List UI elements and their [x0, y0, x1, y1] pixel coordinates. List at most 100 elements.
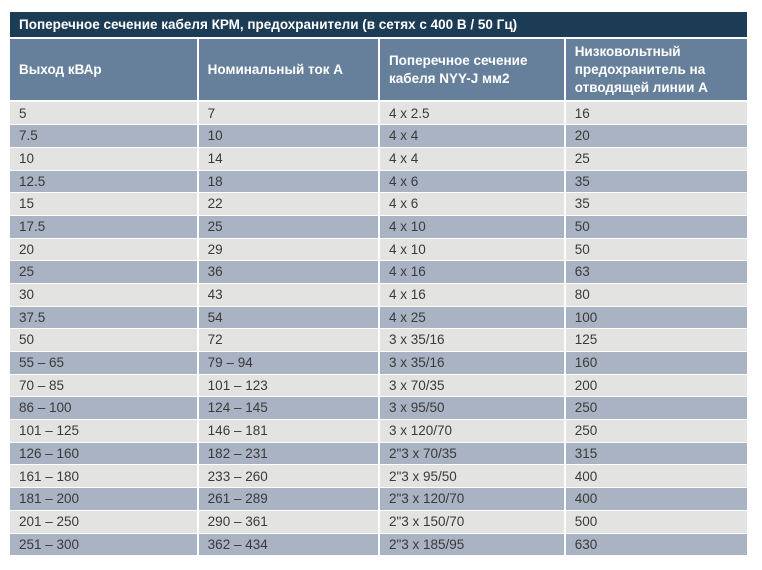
table-cell: 25 [565, 147, 747, 171]
table-cell: 2"3 x 95/50 [379, 465, 566, 489]
table-cell: 2"3 x 150/70 [379, 510, 566, 534]
table-cell: 29 [198, 238, 380, 262]
table-cell: 3 x 120/70 [379, 420, 566, 443]
column-header-output-kvar: Выход кВАр [10, 39, 199, 103]
table-cell: 86 – 100 [10, 397, 199, 421]
table-cell: 17.5 [10, 215, 199, 239]
table-cell: 2"3 x 185/95 [379, 533, 566, 557]
table-header: Выход кВАр Номинальный ток А Поперечное … [10, 39, 747, 103]
table-cell: 3 x 70/35 [379, 374, 566, 398]
table-cell: 16 [565, 102, 747, 126]
table-cell: 250 [565, 397, 747, 421]
table-cell: 7 [198, 102, 380, 126]
column-header-nominal-current: Номинальный ток А [198, 39, 380, 103]
table-cell: 4 x 4 [379, 147, 566, 171]
header-row: Выход кВАр Номинальный ток А Поперечное … [10, 39, 747, 103]
table-cell: 36 [198, 261, 380, 284]
table-cell: 54 [198, 306, 380, 330]
kpm-cable-fuse-table: Поперечное сечение кабеля КРМ, предохран… [10, 12, 747, 557]
table-cell: 101 – 123 [198, 374, 380, 398]
table-row: 161 – 180 233 – 260 2"3 x 95/50 400 [10, 465, 747, 489]
table-cell: 126 – 160 [10, 442, 199, 466]
table-row: 86 – 100 124 – 145 3 x 95/50 250 [10, 397, 747, 421]
table-cell: 30 [10, 283, 199, 307]
table-cell: 4 x 16 [379, 283, 566, 307]
table-cell: 290 – 361 [198, 510, 380, 534]
table-cell: 233 – 260 [198, 465, 380, 489]
table-cell: 500 [565, 510, 747, 534]
table-row: 20 29 4 x 10 50 [10, 238, 747, 262]
table-cell: 79 – 94 [198, 352, 380, 375]
table-cell: 20 [10, 238, 199, 262]
table-cell: 10 [198, 125, 380, 148]
table-cell: 25 [10, 261, 199, 284]
table-cell: 20 [565, 125, 747, 148]
table-cell: 4 x 25 [379, 306, 566, 330]
column-header-cable-cross-section: Поперечное сечение кабеля NYY-J мм2 [379, 39, 566, 103]
table-cell: 315 [565, 442, 747, 466]
table-cell: 3 x 35/16 [379, 352, 566, 375]
table-cell: 50 [565, 215, 747, 239]
table-row: 25 36 4 x 16 63 [10, 261, 747, 284]
table-row: 201 – 250 290 – 361 2"3 x 150/70 500 [10, 510, 747, 534]
table-cell: 400 [565, 465, 747, 489]
table-row: 10 14 4 x 4 25 [10, 147, 747, 171]
table-cell: 43 [198, 283, 380, 307]
table-cell: 201 – 250 [10, 510, 199, 534]
table-cell: 100 [565, 306, 747, 330]
table-cell: 80 [565, 283, 747, 307]
table-row: 37.5 54 4 x 25 100 [10, 306, 747, 330]
table-cell: 362 – 434 [198, 533, 380, 557]
table-row: 251 – 300 362 – 434 2"3 x 185/95 630 [10, 533, 747, 557]
table-cell: 55 – 65 [10, 352, 199, 375]
table-cell: 3 x 35/16 [379, 329, 566, 352]
column-header-lv-fuse: Низковольтный предохранитель на отводяще… [565, 39, 747, 103]
table-row: 7.5 10 4 x 4 20 [10, 125, 747, 148]
table-cell: 37.5 [10, 306, 199, 330]
table-title: Поперечное сечение кабеля КРМ, предохран… [10, 12, 747, 37]
table-cell: 146 – 181 [198, 420, 380, 443]
table-cell: 14 [198, 147, 380, 171]
table-cell: 182 – 231 [198, 442, 380, 466]
table-cell: 4 x 16 [379, 261, 566, 284]
table-cell: 4 x 10 [379, 215, 566, 239]
table-row: 126 – 160 182 – 231 2"3 x 70/35 315 [10, 442, 747, 466]
table-cell: 72 [198, 329, 380, 352]
table-cell: 5 [10, 102, 199, 126]
table-cell: 630 [565, 533, 747, 557]
table-cell: 4 x 6 [379, 193, 566, 216]
table-row: 17.5 25 4 x 10 50 [10, 215, 747, 239]
table-cell: 3 x 95/50 [379, 397, 566, 421]
table-cell: 70 – 85 [10, 374, 199, 398]
table-row: 12.5 18 4 x 6 35 [10, 170, 747, 194]
table-cell: 2"3 x 120/70 [379, 488, 566, 511]
table-cell: 4 x 10 [379, 238, 566, 262]
table-cell: 101 – 125 [10, 420, 199, 443]
table-cell: 4 x 6 [379, 170, 566, 194]
table-cell: 63 [565, 261, 747, 284]
table-cell: 160 [565, 352, 747, 375]
table-cell: 124 – 145 [198, 397, 380, 421]
table-cell: 125 [565, 329, 747, 352]
table-cell: 25 [198, 215, 380, 239]
table-cell: 4 x 4 [379, 125, 566, 148]
table-cell: 12.5 [10, 170, 199, 194]
table-row: 55 – 65 79 – 94 3 x 35/16 160 [10, 352, 747, 375]
table-cell: 4 x 2.5 [379, 102, 566, 126]
table-cell: 10 [10, 147, 199, 171]
table-cell: 22 [198, 193, 380, 216]
table-cell: 161 – 180 [10, 465, 199, 489]
table-cell: 250 [565, 420, 747, 443]
table-cell: 15 [10, 193, 199, 216]
table-cell: 35 [565, 193, 747, 216]
data-table: Выход кВАр Номинальный ток А Поперечное … [10, 39, 747, 557]
table-cell: 200 [565, 374, 747, 398]
table-row: 30 43 4 x 16 80 [10, 283, 747, 307]
table-row: 101 – 125 146 – 181 3 x 120/70 250 [10, 420, 747, 443]
table-cell: 2"3 x 70/35 [379, 442, 566, 466]
table-row: 50 72 3 x 35/16 125 [10, 329, 747, 352]
table-cell: 35 [565, 170, 747, 194]
